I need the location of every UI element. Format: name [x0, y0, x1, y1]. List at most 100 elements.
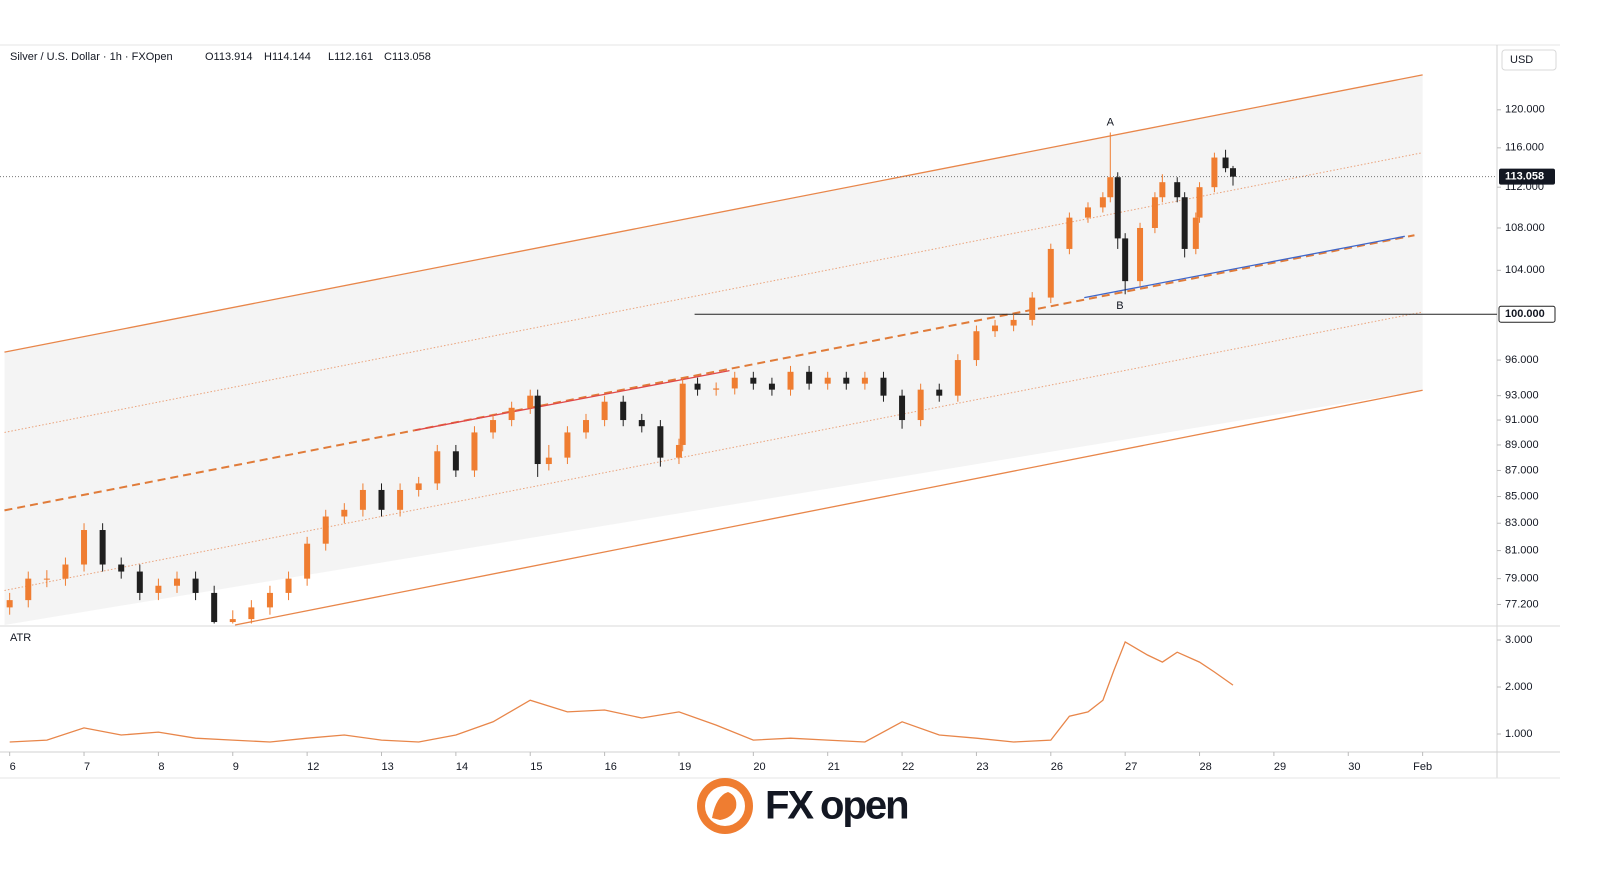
candle-body: [248, 607, 255, 620]
candle-body: [359, 489, 366, 510]
indicator-tick-label: 2.000: [1505, 681, 1533, 693]
candle-body: [992, 325, 999, 332]
x-tick-label: 22: [902, 761, 914, 773]
candle-body: [843, 377, 850, 384]
ohlc-low: L112.161: [328, 51, 373, 63]
x-tick-label: 6: [10, 761, 16, 773]
candle-body: [1010, 319, 1017, 326]
candle-body: [211, 592, 218, 623]
candle-body: [1192, 217, 1199, 249]
candle-body: [118, 564, 125, 572]
candle-body: [452, 451, 459, 471]
x-tick-label: 28: [1200, 761, 1212, 773]
candle-body: [1196, 187, 1203, 218]
x-tick-label: 16: [605, 761, 617, 773]
candle-body: [675, 444, 682, 458]
trend-line: [4, 311, 1423, 591]
x-tick-label: Feb: [1413, 761, 1432, 773]
candle-body: [880, 377, 887, 396]
x-tick-label: 30: [1348, 761, 1360, 773]
trend-line: [414, 369, 730, 431]
ohlc-high: H114.144: [264, 51, 311, 63]
candle-body: [973, 331, 980, 361]
candle-body: [192, 578, 199, 593]
y-tick-label: 120.000: [1505, 104, 1545, 116]
candle-body: [1151, 197, 1158, 228]
y-tick-label: 85.000: [1505, 490, 1539, 502]
candle-body: [657, 426, 664, 458]
candle-body: [434, 451, 441, 484]
candle-body: [1122, 238, 1129, 282]
candle-body: [806, 371, 813, 384]
x-tick-label: 21: [828, 761, 840, 773]
ohlc-open: O113.914: [205, 51, 253, 63]
x-tick-label: 29: [1274, 761, 1286, 773]
trend-line: [4, 234, 1415, 512]
ohlc-close: C113.058: [384, 51, 431, 63]
x-tick-label: 13: [382, 761, 394, 773]
logo-icon-mark: [712, 792, 737, 820]
logo-text-open: open: [820, 784, 908, 828]
candle-body: [1137, 227, 1144, 282]
candle-body: [564, 432, 571, 458]
last-price-box: [1499, 168, 1555, 185]
x-tick-label: 19: [679, 761, 691, 773]
candle-body: [1181, 197, 1188, 249]
candle-body: [229, 619, 236, 623]
trend-line: [4, 74, 1423, 353]
candle-body: [1029, 297, 1036, 320]
candle-body: [954, 360, 961, 396]
candle-body: [936, 389, 943, 396]
y-tick-label: 77.200: [1505, 598, 1539, 610]
currency-label: USD: [1510, 54, 1533, 66]
candle-body: [917, 389, 924, 421]
candle-body: [62, 564, 69, 579]
candle-body: [508, 407, 515, 421]
x-tick-label: 23: [976, 761, 988, 773]
candle-body: [6, 600, 13, 608]
candle-body: [787, 371, 794, 390]
candle-body: [1174, 182, 1181, 198]
candle-body: [155, 585, 162, 593]
candle-body: [415, 483, 422, 490]
indicator-label: ATR: [10, 632, 31, 644]
candle-body: [694, 383, 701, 390]
candle-body: [1066, 217, 1073, 249]
last-price-label: 113.058: [1505, 171, 1544, 183]
candle-body: [1107, 177, 1114, 198]
x-tick-label: 14: [456, 761, 468, 773]
candle-body: [43, 578, 50, 580]
candle-body: [1099, 197, 1106, 208]
x-tick-label: 27: [1125, 761, 1137, 773]
indicator-tick-label: 1.000: [1505, 728, 1533, 740]
candle-body: [861, 377, 868, 384]
candle-body: [397, 489, 404, 510]
candle-body: [322, 516, 329, 544]
candle-body: [1084, 207, 1091, 218]
candle-body: [81, 530, 88, 565]
candle-body: [638, 420, 645, 427]
level-label-box: [1498, 305, 1556, 323]
indicator-tick-label: 3.000: [1505, 634, 1533, 646]
candle-body: [713, 388, 720, 390]
level-label: 100.000: [1505, 308, 1545, 320]
candle-body: [1229, 168, 1236, 177]
candle-body: [601, 401, 608, 421]
candle-body: [768, 383, 775, 390]
y-tick-label: 116.000: [1505, 142, 1544, 154]
y-tick-label: 91.000: [1505, 414, 1539, 426]
x-tick-label: 12: [307, 761, 319, 773]
chart-title: Silver / U.S. Dollar · 1h · FXOpen: [10, 51, 173, 63]
logo: FX open: [697, 778, 910, 834]
candle-body: [750, 377, 757, 384]
x-tick-label: 7: [84, 761, 90, 773]
candle-body: [731, 377, 738, 389]
y-tick-label: 87.000: [1505, 464, 1539, 476]
candle-body: [136, 571, 143, 593]
candle-body: [285, 578, 292, 593]
candle-body: [620, 401, 627, 421]
y-tick-label: 96.000: [1505, 354, 1539, 366]
candle-body: [1047, 248, 1054, 298]
candle-body: [490, 420, 497, 433]
